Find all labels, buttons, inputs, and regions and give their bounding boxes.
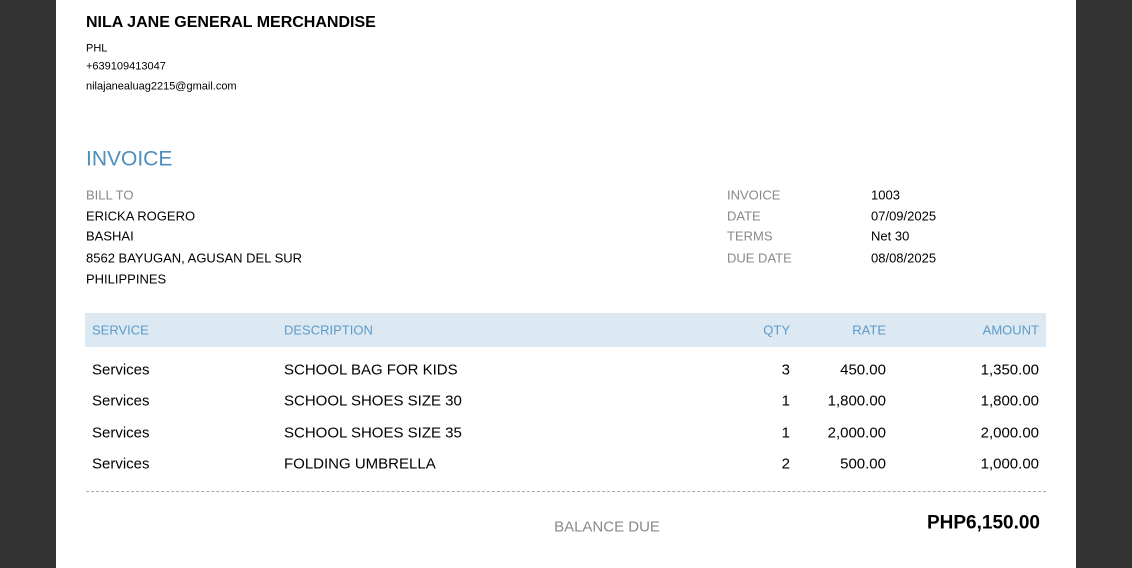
company-phone: +639109413047 xyxy=(86,60,166,73)
meta-label: DUE DATE xyxy=(727,250,792,266)
table-cell: 2,000.00 xyxy=(827,424,886,442)
table-cell: 500.00 xyxy=(840,455,886,473)
invoice-title: INVOICE xyxy=(86,147,173,171)
balance-label: BALANCE DUE xyxy=(554,518,660,536)
table-cell: 1,000.00 xyxy=(980,455,1039,473)
company-country: PHL xyxy=(86,42,108,55)
table-cell: Services xyxy=(92,424,150,442)
table-cell: 2 xyxy=(781,455,790,473)
bill-to-line: ERICKA ROGERO xyxy=(86,208,196,224)
table-cell: 2,000.00 xyxy=(980,424,1039,442)
meta-label: DATE xyxy=(727,208,761,224)
column-header: QTY xyxy=(763,322,790,338)
column-header: RATE xyxy=(852,322,886,338)
table-cell: SCHOOL BAG FOR KIDS xyxy=(284,361,458,379)
balance-value: PHP6,150.00 xyxy=(926,512,1040,534)
table-header-band xyxy=(85,313,1046,347)
meta-label: TERMS xyxy=(727,228,773,244)
table-cell: SCHOOL SHOES SIZE 35 xyxy=(284,424,462,442)
column-header: DESCRIPTION xyxy=(284,322,373,338)
invoice-page: NILA JANE GENERAL MERCHANDISE PHL +6391094… xyxy=(56,0,1076,568)
bill-to-line: BASHAI xyxy=(86,228,134,244)
column-header: AMOUNT xyxy=(982,322,1039,338)
table-cell: 3 xyxy=(781,361,790,379)
meta-value: 1003 xyxy=(871,187,900,203)
company-email: nilajanealuag2215@gmail.com xyxy=(86,80,237,93)
table-cell: FOLDING UMBRELLA xyxy=(284,455,436,473)
table-cell: Services xyxy=(92,392,150,410)
table-cell: 1,800.00 xyxy=(980,392,1039,410)
table-cell: 1,800.00 xyxy=(827,392,886,410)
table-cell: Services xyxy=(92,361,150,379)
divider xyxy=(86,491,1046,492)
company-name: NILA JANE GENERAL MERCHANDISE xyxy=(86,14,376,31)
bill-to-label: BILL TO xyxy=(86,187,134,203)
table-cell: Services xyxy=(92,455,150,473)
table-cell: 1 xyxy=(781,424,790,442)
meta-value: 07/09/2025 xyxy=(871,208,937,224)
bill-to-line: 8562 BAYUGAN, AGUSAN DEL SUR xyxy=(86,250,303,266)
meta-value: 08/08/2025 xyxy=(871,250,937,266)
table-cell: 450.00 xyxy=(840,361,886,379)
table-cell: 1,350.00 xyxy=(980,361,1039,379)
meta-value: Net 30 xyxy=(871,228,910,244)
table-cell: SCHOOL SHOES SIZE 30 xyxy=(284,392,462,410)
table-cell: 1 xyxy=(781,392,790,410)
bill-to-line: PHILIPPINES xyxy=(86,271,167,287)
column-header: SERVICE xyxy=(92,322,149,338)
meta-label: INVOICE xyxy=(727,187,781,203)
